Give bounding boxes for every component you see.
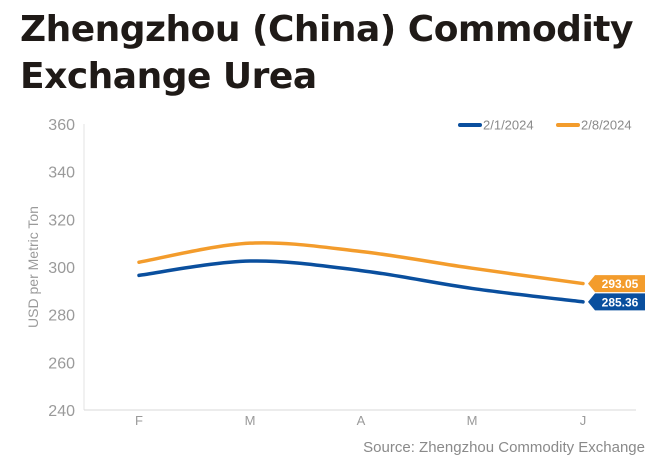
end-value-text: 293.05 [602, 277, 639, 291]
chart-title: Zhengzhou (China) Commodity Exchange Ure… [20, 9, 633, 97]
end-value-text: 285.36 [602, 295, 639, 309]
series-line-2 [137, 241, 585, 286]
y-tick-label: 240 [48, 403, 75, 420]
y-tick-label: 300 [48, 260, 75, 277]
end-value-label-2: 293.05 [588, 275, 645, 293]
y-tick-label: 360 [48, 117, 75, 134]
x-tick-label: J [580, 413, 587, 428]
series-line-1 [137, 259, 585, 304]
end-value-tag [588, 293, 645, 311]
legend-item-2: 2/8/2024 [556, 118, 632, 133]
legend-item-1: 2/1/2024 [458, 118, 534, 133]
x-tick-label: A [357, 413, 366, 428]
legend-label: 2/1/2024 [483, 118, 534, 133]
y-tick-label: 280 [48, 308, 75, 325]
end-value-tag [588, 275, 645, 293]
y-axis-label: USD per Metric Ton [25, 206, 41, 328]
x-tick-label: M [245, 413, 256, 428]
source-note: Source: Zhengzhou Commodity Exchange [363, 439, 645, 456]
y-tick-label: 340 [48, 165, 75, 182]
legend-label: 2/8/2024 [581, 118, 632, 133]
x-tick-label: F [135, 413, 143, 428]
y-tick-labels: 240 260 280 300 320 340 360 [48, 117, 75, 420]
end-value-label-1: 285.36 [588, 293, 645, 311]
y-tick-label: 320 [48, 212, 75, 229]
x-tick-label: M [467, 413, 478, 428]
series-layer: 285.36 293.05 [137, 241, 645, 311]
legend: 2/1/2024 2/8/2024 [458, 118, 632, 133]
y-tick-label: 260 [48, 355, 75, 372]
